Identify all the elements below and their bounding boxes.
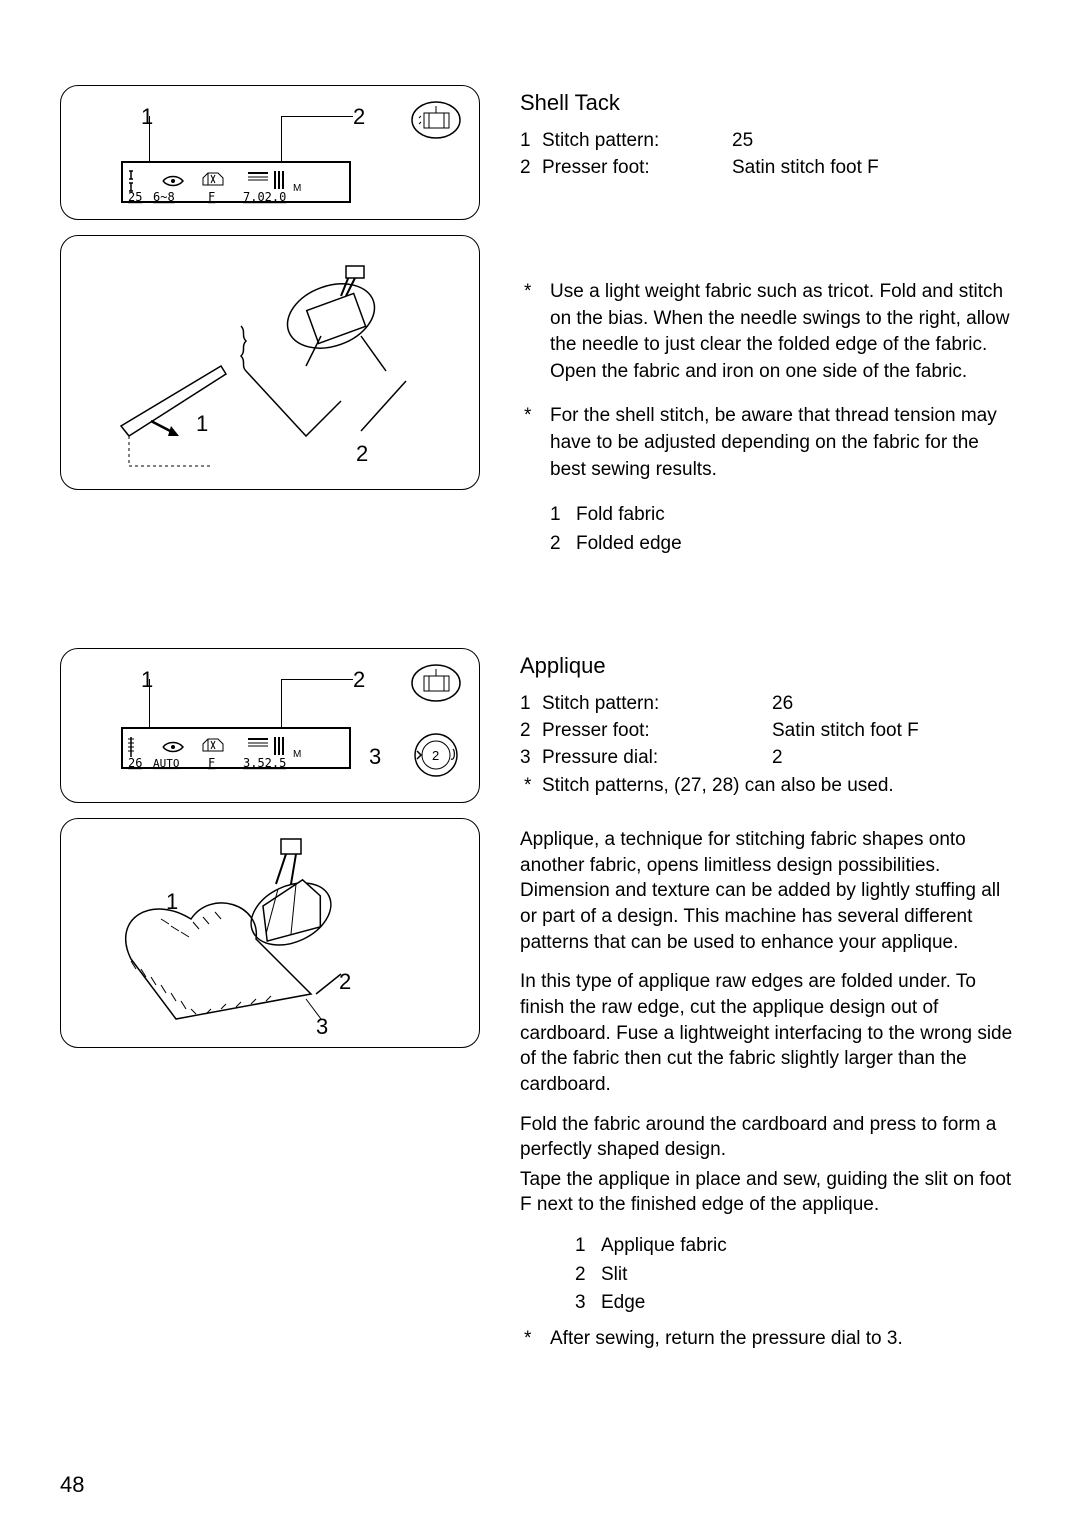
applique-text: Applique 1 Stitch pattern: 26 2 Presser … xyxy=(520,648,1020,1349)
callout-1: 1 xyxy=(141,667,153,693)
svg-text:3: 3 xyxy=(316,1014,328,1039)
svg-text:1: 1 xyxy=(196,411,208,436)
shell-stitch-illustration: 1 2 xyxy=(60,235,480,490)
svg-text:1: 1 xyxy=(166,889,178,914)
shell-tack-text: Shell Tack 1 Stitch pattern: 25 2 Presse… xyxy=(520,85,1020,558)
para-1: Applique, a technique for stitching fabr… xyxy=(520,827,1020,955)
display-panel-shell: 1 2 25 6~8 F xyxy=(60,85,480,220)
svg-text:2: 2 xyxy=(339,969,351,994)
lcd-screen: 25 6~8 F 7.02.0 M xyxy=(121,161,351,203)
shell-tack-title: Shell Tack xyxy=(520,90,1020,116)
para-2: In this type of applique raw edges are f… xyxy=(520,969,1020,1097)
callout-3: 3 xyxy=(369,744,381,770)
lcd-icons: 26 AUTO F 3.52.5 M xyxy=(123,729,353,771)
svg-text:3.52.5: 3.52.5 xyxy=(243,756,286,770)
final-note: After sewing, return the pressure dial t… xyxy=(520,1328,1020,1350)
foot-icon xyxy=(409,661,464,706)
page-number: 48 xyxy=(60,1472,84,1498)
callout-1: 1 xyxy=(141,104,153,130)
svg-text:25: 25 xyxy=(128,190,142,204)
setting-row: 2 Presser foot: Satin stitch foot F xyxy=(520,157,1020,179)
svg-text:26: 26 xyxy=(128,756,142,770)
applique-illustrations: 1 2 3 26 AUTO xyxy=(60,648,480,1349)
foot-icon xyxy=(409,98,464,143)
svg-text:2: 2 xyxy=(432,748,439,763)
page-content: 1 2 25 6~8 F xyxy=(60,85,1020,1400)
callout-2: 2 xyxy=(353,667,365,693)
applique-title: Applique xyxy=(520,653,1020,679)
lcd-screen: 26 AUTO F 3.52.5 M xyxy=(121,727,351,769)
svg-text:M: M xyxy=(293,183,301,194)
applique-svg: 1 2 3 xyxy=(61,819,480,1048)
setting-row: 1 Stitch pattern: 25 xyxy=(520,130,1020,152)
pressure-dial-icon: 2 xyxy=(409,731,464,779)
lcd-icons: 25 6~8 F 7.02.0 M xyxy=(123,163,353,205)
instruction-2: * For the shell stitch, be aware that th… xyxy=(520,403,1020,483)
legend-list: 1 Applique fabric 2 Slit 3 Edge xyxy=(520,1232,1020,1318)
setting-row: 2 Presser foot: Satin stitch foot F xyxy=(520,720,1020,742)
legend-list: 1 Fold fabric 2 Folded edge xyxy=(520,501,1020,558)
shell-tack-illustrations: 1 2 25 6~8 F xyxy=(60,85,480,558)
applique-illustration: 1 2 3 xyxy=(60,818,480,1048)
para-4: Tape the applique in place and sew, guid… xyxy=(520,1167,1020,1218)
svg-text:6~8: 6~8 xyxy=(153,190,175,204)
setting-row: 1 Stitch pattern: 26 xyxy=(520,693,1020,715)
shell-tack-section: 1 2 25 6~8 F xyxy=(60,85,1020,558)
svg-text:F: F xyxy=(208,756,215,770)
svg-text:7.02.0: 7.02.0 xyxy=(243,190,286,204)
svg-text:2: 2 xyxy=(356,441,368,466)
shell-stitch-svg: 1 2 xyxy=(61,236,480,490)
svg-text:F: F xyxy=(208,190,215,204)
callout-2: 2 xyxy=(353,104,365,130)
applique-section: 1 2 3 26 AUTO xyxy=(60,648,1020,1349)
instruction-1: * Use a light weight fabric such as tric… xyxy=(520,279,1020,385)
svg-text:M: M xyxy=(293,749,301,760)
display-panel-applique: 1 2 3 26 AUTO xyxy=(60,648,480,803)
applique-note: Stitch patterns, (27, 28) can also be us… xyxy=(520,775,1020,797)
para-3: Fold the fabric around the cardboard and… xyxy=(520,1112,1020,1163)
setting-row: 3 Pressure dial: 2 xyxy=(520,747,1020,769)
svg-text:AUTO: AUTO xyxy=(153,757,180,770)
